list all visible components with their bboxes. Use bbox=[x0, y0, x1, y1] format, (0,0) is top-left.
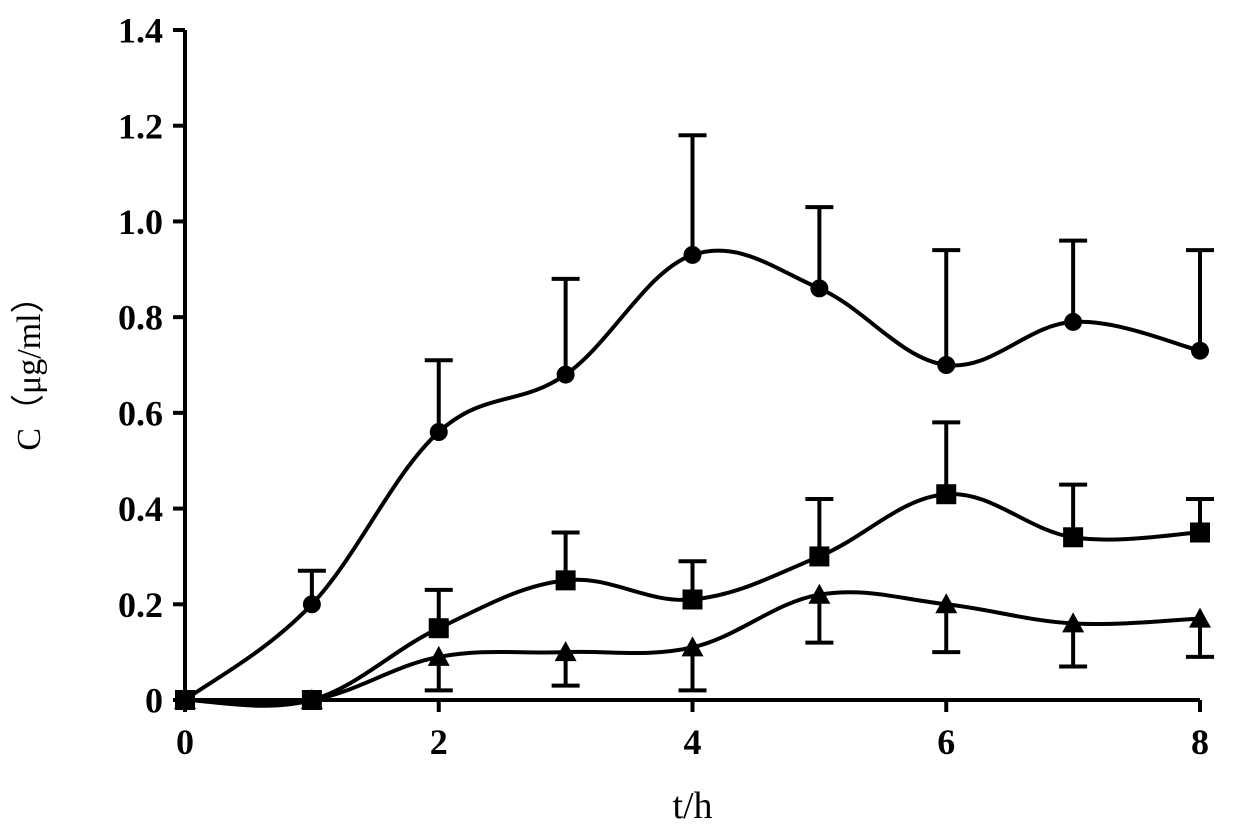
y-tick-label: 1.0 bbox=[118, 202, 163, 242]
y-tick-label: 1.4 bbox=[118, 11, 163, 51]
x-tick-label: 2 bbox=[430, 722, 448, 762]
y-tick-label: 0.8 bbox=[118, 298, 163, 338]
y-tick-label: 0.6 bbox=[118, 393, 163, 433]
chart-container: 0 2 4 6 8 0 0.2 0.4 0.6 0.8 1.0 1.2 1.4 t/h C（μg/ml） bbox=[0, 0, 1240, 837]
chart-svg: 0 2 4 6 8 0 0.2 0.4 0.6 0.8 1.0 1.2 1.4 t/h C（μg/ml） bbox=[0, 0, 1240, 837]
x-tick-label: 4 bbox=[684, 722, 702, 762]
y-tick-label: 0.4 bbox=[118, 489, 163, 529]
x-tick-label: 6 bbox=[937, 722, 955, 762]
x-axis-label: t/h bbox=[672, 785, 712, 827]
y-tick-label: 1.2 bbox=[118, 106, 163, 146]
y-tick-label: 0 bbox=[145, 681, 163, 721]
y-axis-label: C（μg/ml） bbox=[10, 279, 48, 450]
y-tick-label: 0.2 bbox=[118, 585, 163, 625]
x-tick-label: 8 bbox=[1191, 722, 1209, 762]
x-tick-label: 0 bbox=[176, 722, 194, 762]
